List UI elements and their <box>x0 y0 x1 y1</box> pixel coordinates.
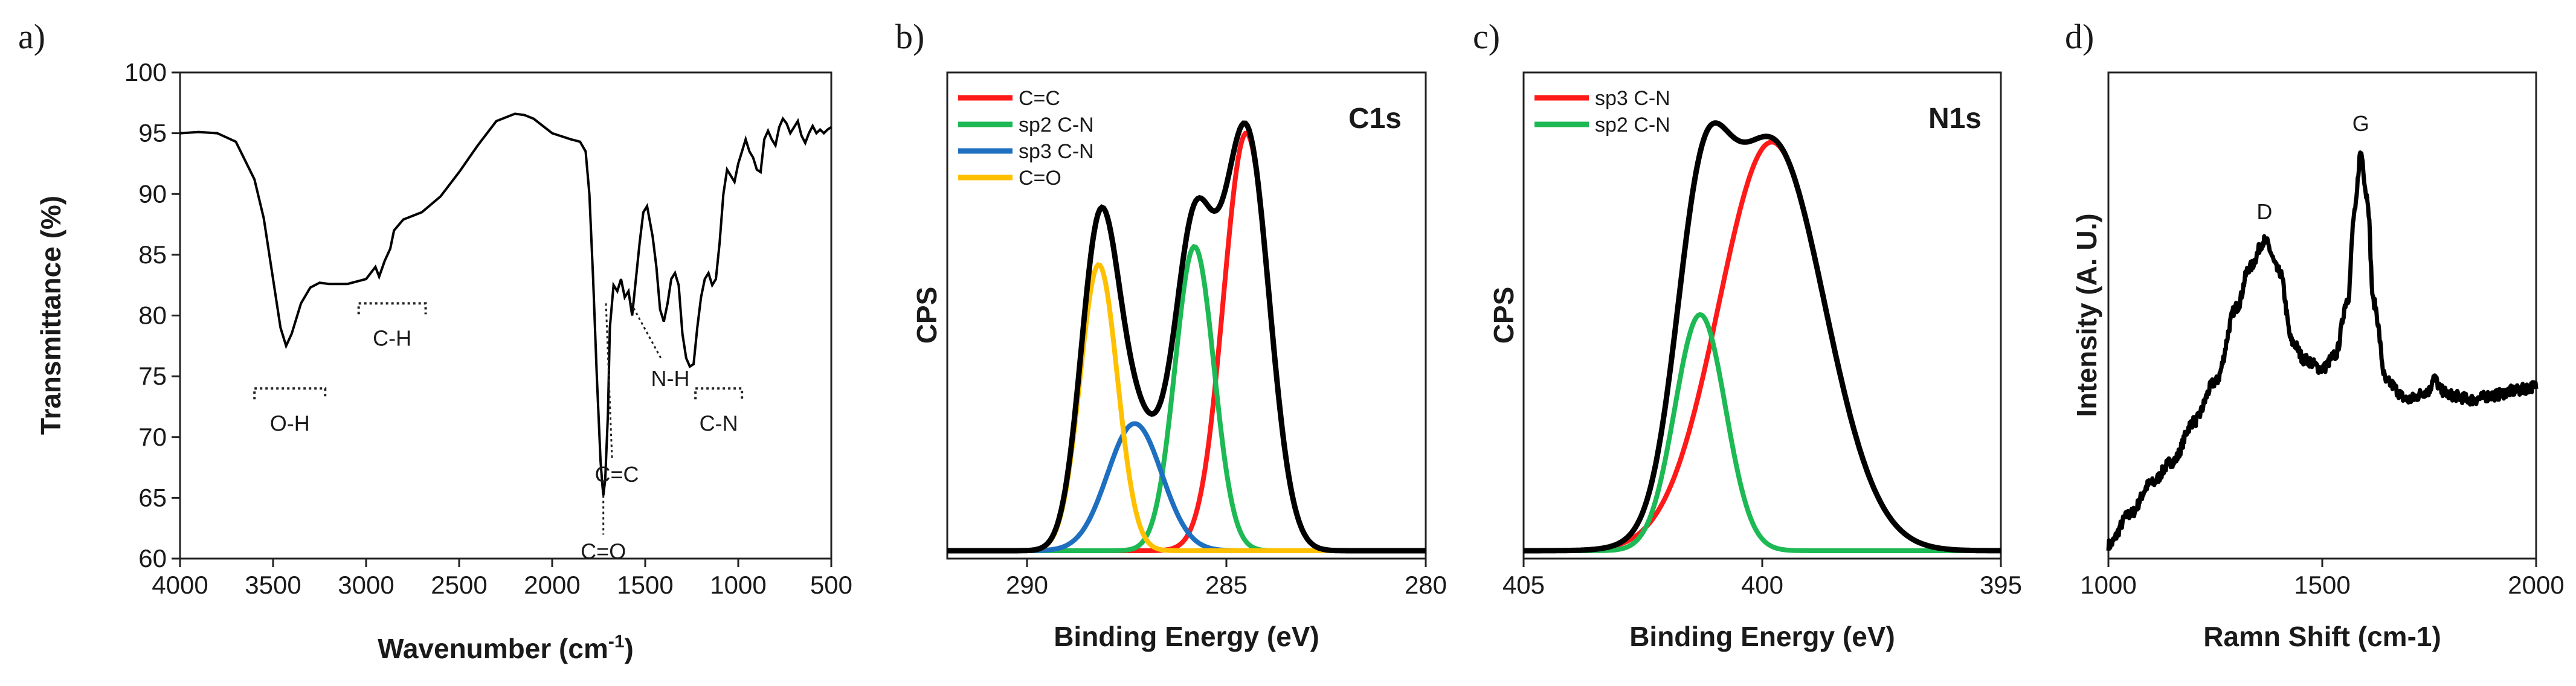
legend-label: sp3 C-N <box>1019 140 1094 163</box>
panel-d-x-axis-label: Ramn Shift (cm-1) <box>2203 621 2441 652</box>
annotation-bracket <box>694 387 744 400</box>
n1s-envelope-line <box>1524 120 2001 554</box>
panel-b-frame <box>946 71 1427 560</box>
ftir-annotations: O-H C-H C=O C=C N-H C-N <box>253 302 744 563</box>
legend-label: sp2 C-N <box>1019 114 1094 136</box>
panel-c-x-axis-label: Binding Energy (eV) <box>1629 621 1895 652</box>
x-tick-label: 3500 <box>245 571 301 599</box>
x-tick-label: 2000 <box>524 571 580 599</box>
legend-label: sp2 C-N <box>1595 114 1670 136</box>
x-tick-label: 4000 <box>152 571 208 599</box>
panel-d-raman: d) 1000 1500 2000 DG Intensity (A. U.) Ram… <box>2065 17 2565 652</box>
x-tick-label: 1000 <box>710 571 766 599</box>
y-tick-label: 65 <box>138 483 167 511</box>
annotation-label: C=C <box>595 462 639 487</box>
x-tick-label: 2000 <box>2508 571 2564 599</box>
y-tick-label: 75 <box>138 362 167 390</box>
panel-b-x-ticks: 290 285 280 <box>1006 559 1447 599</box>
x-tick-label: 500 <box>810 571 852 599</box>
annotation-label: C-H <box>373 325 411 350</box>
y-tick-label: 80 <box>138 301 167 330</box>
panel-c-y-axis-label: CPS <box>1488 287 1519 344</box>
annotation-bracket <box>357 302 427 315</box>
panel-label-c: c) <box>1473 17 1500 56</box>
x-tick-label: 2500 <box>431 571 487 599</box>
annotation-bracket <box>253 387 327 400</box>
panel-label-a: a) <box>18 17 45 56</box>
peak-label-d: D <box>2256 199 2272 224</box>
panel-b-legend: C=C sp2 C-N sp3 C-N C=O <box>958 87 1094 190</box>
c1s-core-level-label: C1s <box>1348 103 1402 135</box>
x-tick-label: 400 <box>1741 571 1783 599</box>
annotation-label: O-H <box>270 411 310 435</box>
raman-peak-labels: DG <box>2256 111 2369 224</box>
y-tick-label: 95 <box>138 119 167 147</box>
y-tick-label: 100 <box>124 58 167 86</box>
y-tick-label: 60 <box>138 544 167 572</box>
panel-a-y-axis-label: Transmittance (%) <box>35 196 66 435</box>
x-tick-label: 1500 <box>617 571 673 599</box>
panel-label-b: b) <box>895 17 924 56</box>
annotation-leader <box>605 303 613 458</box>
panel-b-c1s: b) 290 285 280 C=C sp2 C-N sp3 C-N C=O C1s CP… <box>895 17 1447 652</box>
c1s-envelope-line <box>947 120 1426 554</box>
annotation-label: N-H <box>651 366 690 391</box>
y-tick-label: 70 <box>138 423 167 451</box>
annotation-label: C-N <box>700 411 738 435</box>
peak-label-g: G <box>2352 111 2369 136</box>
panel-c-x-ticks: 405 400 395 <box>1502 559 2022 599</box>
panel-b-y-axis-label: CPS <box>911 287 942 344</box>
legend-label: sp3 C-N <box>1595 87 1670 110</box>
x-tick-label: 3000 <box>338 571 394 599</box>
legend-label: C=C <box>1019 87 1060 110</box>
x-tick-label: 280 <box>1405 571 1447 599</box>
panel-label-d: d) <box>2065 17 2094 56</box>
y-tick-label: 90 <box>138 179 167 208</box>
x-tick-label: 1000 <box>2080 571 2136 599</box>
x-tick-label: 285 <box>1205 571 1248 599</box>
panel-d-x-ticks: 1000 1500 2000 <box>2080 559 2565 599</box>
panel-a-x-ticks: 4000 3500 3000 2500 2000 1500 1000 500 <box>152 559 852 599</box>
annotation-label: C=O <box>581 539 626 563</box>
x-tick-label: 1500 <box>2294 571 2350 599</box>
panel-b-x-axis-label: Binding Energy (eV) <box>1054 621 1319 652</box>
panel-c-n1s: c) 405 400 395 sp3 C-N sp2 C-N N1s CPS Bind… <box>1473 17 2022 652</box>
panel-d-y-axis-label: Intensity (A. U.) <box>2071 213 2102 417</box>
panel-c-legend: sp3 C-N sp2 C-N <box>1534 87 1670 136</box>
legend-label: C=O <box>1019 167 1061 190</box>
x-tick-label: 405 <box>1502 571 1545 599</box>
x-tick-label: 290 <box>1006 571 1048 599</box>
x-tick-label: 395 <box>1980 571 2022 599</box>
panel-a-y-ticks: 60 65 70 75 80 85 90 95 100 <box>124 58 180 572</box>
panel-a-ftir: a) 60 65 70 75 80 85 90 95 100 4000 3500 3000 2500 2… <box>18 17 852 664</box>
n1s-core-level-label: N1s <box>1928 103 1982 135</box>
ftir-spectrum-line <box>179 112 832 496</box>
panel-a-x-axis-label: Wavenumber (cm-1) <box>378 632 634 664</box>
y-tick-label: 85 <box>138 240 167 269</box>
raman-spectrum-line <box>2106 150 2539 551</box>
